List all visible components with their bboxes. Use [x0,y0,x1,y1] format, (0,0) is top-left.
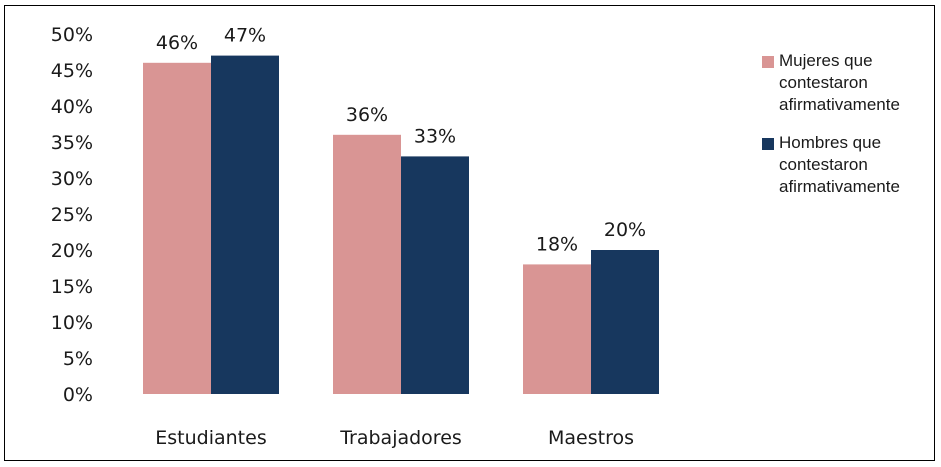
y-tick-label: 35% [51,132,93,154]
data-label: 47% [224,25,266,47]
y-tick-label: 10% [51,312,93,334]
legend: Mujeres que contestaron afirmativamente … [762,50,938,214]
data-label: 18% [536,233,578,255]
data-label: 46% [156,32,198,54]
data-label: 33% [414,125,456,147]
y-tick-label: 25% [51,204,93,226]
bars [143,55,659,395]
legend-label-hombres: Hombres que contestaron afirmativamente [779,133,900,196]
bar-hombres-maestros [591,250,659,394]
y-tick-label: 20% [51,240,93,262]
y-tick-label: 40% [51,96,93,118]
y-axis-ticks: 0% 5% 10% 15% 20% 25% 30% 35% 40% 45% 50% [51,24,93,406]
bar-mujeres-maestros [523,264,591,394]
legend-item-mujeres: Mujeres que contestaron afirmativamente [762,50,938,116]
y-tick-label: 45% [51,60,93,82]
bar-hombres-estudiantes [211,55,279,394]
legend-swatch-mujeres [762,56,774,68]
x-category-label: Maestros [548,427,634,449]
x-category-label: Estudiantes [155,427,266,449]
data-label: 20% [604,219,646,241]
legend-item-hombres: Hombres que contestaron afirmativamente [762,132,938,198]
bar-hombres-trabajadores [401,156,469,394]
y-tick-label: 5% [63,348,93,370]
data-label: 36% [346,104,388,126]
bar-mujeres-estudiantes [143,62,211,395]
y-tick-label: 50% [51,24,93,46]
data-labels: 46% 47% 36% 33% 18% 20% [156,25,646,256]
y-tick-label: 30% [51,168,93,190]
legend-swatch-hombres [762,138,774,150]
legend-label-mujeres: Mujeres que contestaron afirmativamente [779,51,900,114]
y-tick-label: 0% [63,384,93,406]
y-tick-label: 15% [51,276,93,298]
bar-mujeres-trabajadores [333,134,401,395]
x-category-label: Trabajadores [339,427,462,449]
x-axis-labels: Estudiantes Trabajadores Maestros [155,427,634,449]
